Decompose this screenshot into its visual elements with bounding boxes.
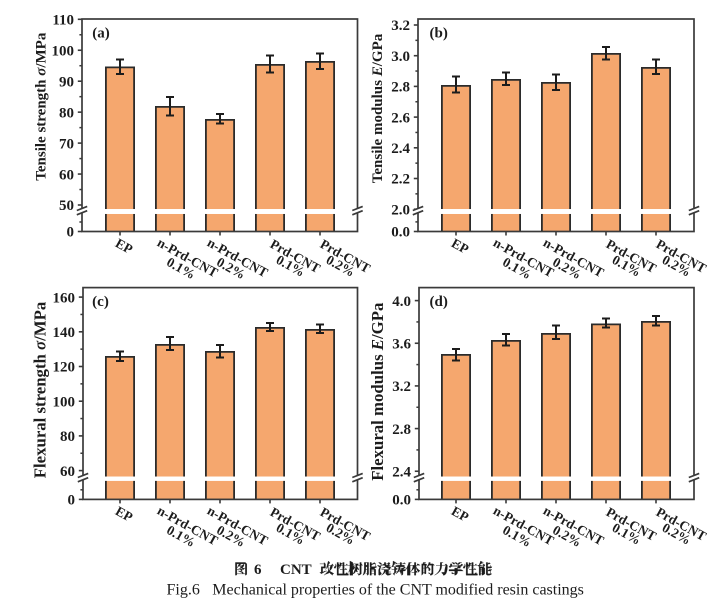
- svg-text:3.6: 3.6: [392, 336, 411, 352]
- svg-text:80: 80: [59, 105, 74, 121]
- svg-text:100: 100: [53, 394, 76, 410]
- svg-text:50: 50: [59, 198, 74, 214]
- svg-text:70: 70: [59, 136, 74, 152]
- svg-text:60: 60: [59, 167, 74, 183]
- svg-text:2.4: 2.4: [392, 464, 411, 480]
- svg-text:110: 110: [52, 13, 74, 29]
- svg-text:Flexural strength σ/MPa: Flexural strength σ/MPa: [31, 301, 50, 478]
- svg-text:3.0: 3.0: [391, 49, 410, 65]
- svg-text:Tensile modulus E/GPa: Tensile modulus E/GPa: [370, 33, 386, 183]
- svg-text:0: 0: [67, 225, 75, 241]
- svg-text:EP: EP: [113, 235, 135, 256]
- svg-text:2.0: 2.0: [391, 202, 410, 218]
- svg-text:4.0: 4.0: [392, 294, 411, 310]
- svg-text:3.2: 3.2: [392, 379, 411, 395]
- svg-text:0.0: 0.0: [391, 225, 410, 241]
- svg-text:2.8: 2.8: [392, 422, 411, 438]
- svg-text:EP: EP: [113, 503, 135, 524]
- svg-text:(c): (c): [92, 294, 109, 310]
- svg-text:2.8: 2.8: [391, 80, 410, 96]
- svg-text:0.0: 0.0: [392, 493, 411, 509]
- svg-text:EP: EP: [449, 235, 471, 256]
- svg-text:2.4: 2.4: [391, 141, 410, 157]
- svg-text:2.2: 2.2: [391, 172, 410, 188]
- svg-text:0: 0: [68, 493, 76, 509]
- svg-text:Tensile strength σ/MPa: Tensile strength σ/MPa: [34, 32, 50, 181]
- svg-text:Mechanical properties of the C: Mechanical properties of the CNT modifie…: [212, 582, 584, 599]
- svg-text:140: 140: [53, 325, 76, 341]
- svg-text:120: 120: [53, 360, 76, 376]
- svg-text:Fig.6: Fig.6: [167, 582, 200, 599]
- svg-text:CNT: CNT: [280, 562, 312, 578]
- svg-text:Flexural modulus E/GPa: Flexural modulus E/GPa: [368, 302, 387, 481]
- svg-text:100: 100: [52, 43, 75, 59]
- svg-text:EP: EP: [449, 503, 471, 524]
- svg-text:(b): (b): [430, 25, 448, 41]
- svg-text:60: 60: [60, 464, 75, 480]
- svg-text:2.6: 2.6: [391, 110, 410, 126]
- svg-text:160: 160: [53, 290, 76, 306]
- svg-text:80: 80: [60, 429, 75, 445]
- svg-text:6: 6: [254, 562, 262, 578]
- svg-text:3.2: 3.2: [391, 18, 410, 34]
- svg-text:(d): (d): [430, 294, 448, 310]
- svg-text:90: 90: [59, 74, 74, 90]
- svg-text:(a): (a): [92, 25, 110, 41]
